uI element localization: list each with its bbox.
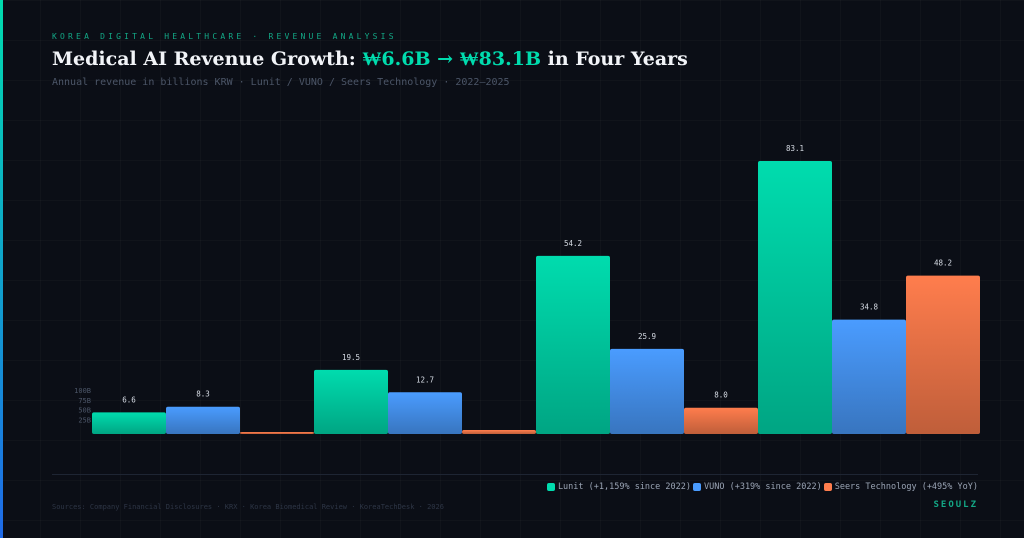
value-label: 12.7 — [416, 375, 434, 384]
value-label: 6.6 — [122, 395, 136, 404]
value-label: 34.8 — [860, 303, 879, 312]
legend: Lunit (+1,159% since 2022) VUNO (+319% si… — [546, 482, 978, 492]
value-label: 25.9 — [638, 332, 656, 341]
value-label: 54.2 — [564, 239, 582, 248]
value-label: 8.3 — [196, 390, 210, 399]
legend-swatch — [693, 483, 701, 491]
title-text: Medical AI Revenue Growth: — [52, 48, 356, 70]
bar — [388, 392, 462, 434]
bar — [684, 407, 758, 434]
y-tick-label: 50B — [78, 407, 91, 415]
legend-item: Lunit (+1,159% since 2022) — [546, 482, 691, 492]
bar — [610, 348, 684, 434]
legend-item: Seers Technology (+495% YoY) — [823, 482, 978, 492]
value-label: 8.0 — [714, 391, 728, 400]
legend-swatch — [546, 483, 555, 491]
y-tick-label: 25B — [78, 416, 91, 424]
bar — [92, 412, 166, 434]
bar — [166, 406, 240, 434]
value-label: 19.5 — [342, 353, 360, 362]
legend-item: VUNO (+319% since 2022) — [693, 482, 822, 492]
legend-label: Seers Technology (+495% YoY) — [834, 482, 978, 492]
title-highlight: ₩6.6B → ₩83.1B — [362, 48, 542, 70]
bar — [758, 160, 832, 434]
y-tick-label: 100B — [74, 387, 91, 395]
legend-label: Lunit (+1,159% since 2022) — [557, 482, 691, 492]
value-label: 83.1 — [786, 144, 804, 153]
bar — [314, 369, 388, 434]
bar — [832, 319, 906, 434]
chart-title: Medical AI Revenue Growth: ₩6.6B → ₩83.1… — [52, 48, 688, 71]
value-label: 48.2 — [934, 259, 952, 268]
bar — [240, 432, 314, 434]
brand: SEOULZ — [933, 500, 978, 510]
accent-stripe — [0, 0, 3, 538]
y-tick-label: 75B — [78, 397, 91, 405]
subtitle: Annual revenue in billions KRW · Lunit /… — [52, 77, 510, 88]
bar — [536, 255, 610, 434]
legend-swatch — [823, 483, 832, 491]
bar — [906, 275, 980, 434]
source: Sources: Company Financial Disclosures ·… — [52, 503, 444, 511]
eyebrow: KOREA DIGITAL HEALTHCARE · REVENUE ANALY… — [52, 32, 397, 41]
bar — [462, 430, 536, 434]
legend-label: VUNO (+319% since 2022) — [704, 482, 822, 492]
title-text: in Four Years — [547, 48, 688, 70]
